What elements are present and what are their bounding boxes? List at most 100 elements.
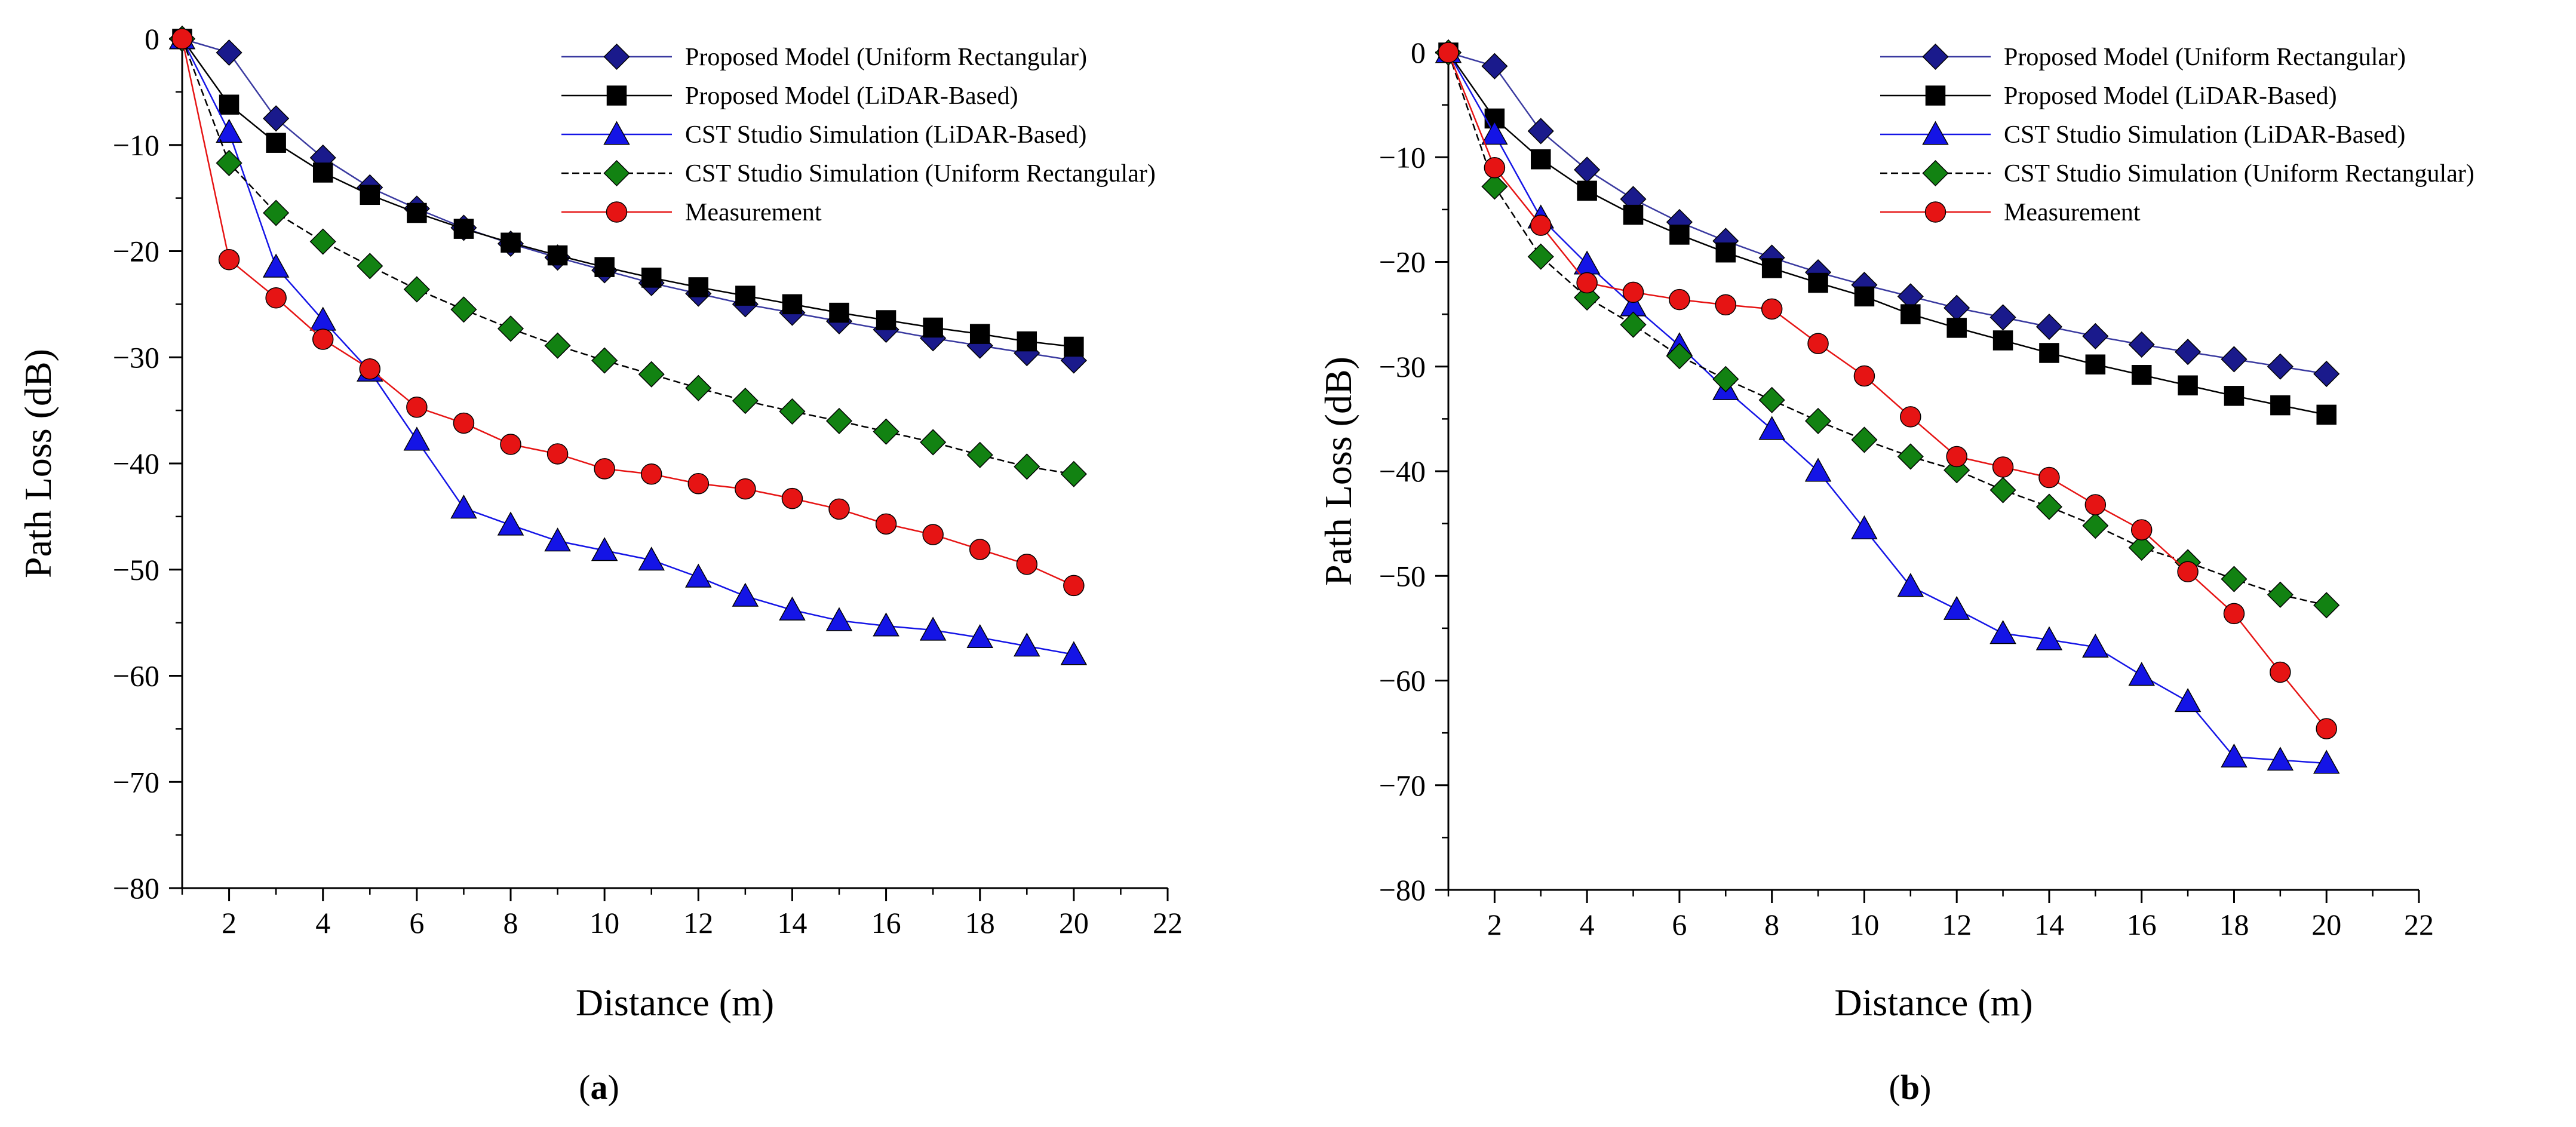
data-point-a-0 [263,105,290,132]
data-point-b-3 [1897,443,1924,470]
data-point-a-1 [1064,336,1084,357]
data-point-b-2 [2221,743,2248,767]
data-point-a-1 [501,232,521,253]
series-b-2 [1435,39,2340,774]
x-tick-label-a: 14 [777,906,807,939]
data-point-b-3 [1481,173,1508,200]
legend-marker-a-0 [603,43,630,70]
data-point-b-3 [1666,343,1693,370]
data-point-a-1 [594,257,615,277]
data-point-a-4 [969,539,991,560]
data-point-a-3 [779,398,806,425]
data-point-a-4 [265,287,287,309]
data-point-b-1 [2316,404,2336,425]
data-point-a-4 [640,463,662,485]
data-point-b-1 [1531,149,1551,170]
data-point-a-3 [966,441,993,468]
legend-marker-a-3 [603,159,630,187]
data-point-a-1 [688,277,709,297]
data-point-a-4 [735,478,756,500]
legend-marker-b-4 [1924,201,1946,223]
data-point-a-2 [403,426,431,451]
y-tick-label-a: −60 [113,659,159,693]
data-point-a-2 [591,537,618,561]
data-point-a-2 [262,253,290,278]
y-tick-label-a: −40 [113,447,159,480]
y-tick-label-a: −50 [113,553,159,586]
data-point-a-2 [873,612,899,637]
data-point-b-3 [2082,512,2109,539]
data-point-b-4 [2130,519,2153,541]
data-point-a-1 [923,317,943,338]
x-tick-label-b: 18 [2219,908,2249,941]
y-tick-label-a: 0 [145,22,159,56]
data-point-a-1 [219,94,240,115]
x-tick-label-a: 22 [1153,906,1183,939]
legend-label-b-1: Proposed Model (LiDAR-Based) [2004,82,2337,110]
data-point-a-2 [216,118,242,143]
data-point-a-4 [171,28,193,50]
data-point-b-1 [2131,365,2152,385]
data-point-b-3 [2313,592,2340,619]
y-tick-label-b: −20 [1379,245,1426,279]
x-tick-label-a: 2 [222,906,237,939]
data-point-b-1 [1761,258,1782,278]
data-point-a-3 [591,347,618,374]
chart-panel-b: (b) 0 −10 −20 −30 −40 −50 −60 −70 −80 2 4 6 8 10 12 14 1… [1317,36,2474,1107]
data-point-b-2 [2128,662,2155,686]
data-point-a-1 [969,324,990,344]
x-tick-label-b: 16 [2127,908,2157,941]
y-tick-label-a: −10 [113,128,159,162]
data-point-a-2 [685,563,712,588]
legend-b: Proposed Model (Uniform Rectangular) Prop… [1880,43,2474,226]
legend-label-a-2: CST Studio Simulation (LiDAR-Based) [685,121,1086,149]
x-tick-label-b: 14 [2034,908,2064,941]
y-tick-label-b: −50 [1379,559,1426,592]
data-point-b-0 [2082,323,2109,349]
x-tick-label-a: 18 [965,906,995,939]
data-point-b-0 [1481,53,1508,79]
data-point-a-2 [450,495,477,519]
y-axis-title-b: Path Loss (dB) [1317,357,1359,586]
data-point-b-2 [1943,595,1970,620]
data-point-b-4 [2316,718,2337,739]
data-point-b-1 [2224,386,2245,406]
data-point-a-4 [594,458,615,480]
chart-panel-a: (a) 0 −10 −20 −30 −40 −50 −60 −70 −80 2 4 6 8 10 12 14 1… [17,22,1183,1107]
data-point-b-2 [1989,620,2016,644]
data-point-b-0 [1574,156,1601,183]
data-point-b-1 [1808,272,1828,293]
legend-marker-a-1 [606,85,627,106]
data-point-a-4 [1016,554,1038,575]
data-point-a-1 [641,268,662,288]
data-point-a-4 [218,248,240,271]
legend-label-b-3: CST Studio Simulation (Uniform Rectangul… [2004,160,2474,188]
y-tick-label-a: −70 [113,765,159,799]
data-point-b-0 [1943,294,1970,321]
x-axis-title-a: Distance (m) [576,981,774,1024]
data-point-a-1 [407,202,427,223]
data-point-a-4 [500,434,521,455]
series-b-1 [1438,42,2336,425]
x-tick-label-a: 8 [503,906,518,939]
y-tick-label-b: −30 [1379,350,1426,383]
data-point-b-1 [2039,343,2059,363]
data-point-a-4 [406,397,428,418]
x-tick-label-b: 6 [1672,908,1687,941]
data-point-b-3 [2128,534,2155,561]
data-point-a-1 [547,245,568,266]
data-point-b-1 [2178,375,2198,396]
data-point-b-3 [1804,407,1832,434]
data-point-a-4 [1063,575,1085,597]
data-point-b-4 [2177,561,2199,582]
panel-b-label: (b) [1889,1068,1932,1107]
data-point-b-4 [1484,157,1506,179]
y-tick-label-b: −80 [1379,873,1426,907]
y-tick-label-b: −70 [1379,769,1426,802]
x-tick-label-a: 16 [871,906,901,939]
data-point-a-3 [450,296,477,323]
data-point-b-4 [1946,446,1967,468]
data-point-a-2 [638,546,665,571]
x-tick-label-a: 12 [683,906,713,939]
